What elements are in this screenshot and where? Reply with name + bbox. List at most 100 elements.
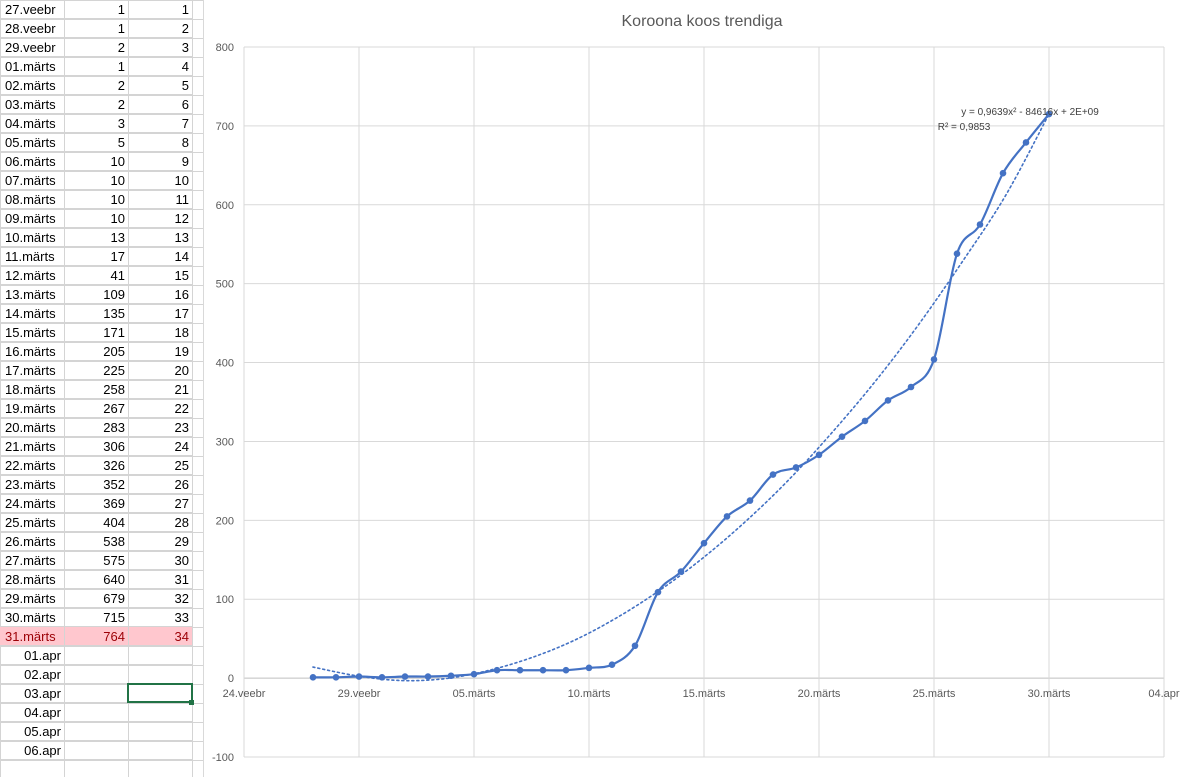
day-cell[interactable]: 19: [129, 342, 193, 361]
cases-cell[interactable]: 679: [65, 589, 129, 608]
table-row[interactable]: 02.märts 2 5: [0, 76, 193, 95]
date-cell[interactable]: 04.apr: [0, 703, 65, 722]
table-row[interactable]: 16.märts 205 19: [0, 342, 193, 361]
day-cell[interactable]: 30: [129, 551, 193, 570]
table-row[interactable]: 18.märts 258 21: [0, 380, 193, 399]
date-cell[interactable]: 02.märts: [0, 76, 65, 95]
day-cell[interactable]: 34: [129, 627, 193, 646]
day-cell[interactable]: 20: [129, 361, 193, 380]
day-cell[interactable]: 11: [129, 190, 193, 209]
date-cell[interactable]: 11.märts: [0, 247, 65, 266]
cases-cell[interactable]: 1: [65, 19, 129, 38]
table-row[interactable]: 09.märts 10 12: [0, 209, 193, 228]
cases-cell[interactable]: 10: [65, 209, 129, 228]
date-cell[interactable]: 01.märts: [0, 57, 65, 76]
day-cell[interactable]: 17: [129, 304, 193, 323]
table-row[interactable]: 10.märts 13 13: [0, 228, 193, 247]
date-cell[interactable]: 25.märts: [0, 513, 65, 532]
date-cell[interactable]: 14.märts: [0, 304, 65, 323]
day-cell[interactable]: [129, 703, 193, 722]
cases-cell[interactable]: 2: [65, 76, 129, 95]
date-cell[interactable]: 15.märts: [0, 323, 65, 342]
cases-cell[interactable]: 41: [65, 266, 129, 285]
date-cell[interactable]: 28.veebr: [0, 19, 65, 38]
table-row[interactable]: 30.märts 715 33: [0, 608, 193, 627]
date-cell[interactable]: 27.veebr: [0, 0, 65, 19]
cases-cell[interactable]: 369: [65, 494, 129, 513]
day-cell[interactable]: 24: [129, 437, 193, 456]
date-cell[interactable]: 22.märts: [0, 456, 65, 475]
table-row[interactable]: 23.märts 352 26: [0, 475, 193, 494]
date-cell[interactable]: 28.märts: [0, 570, 65, 589]
date-cell[interactable]: 23.märts: [0, 475, 65, 494]
cases-cell[interactable]: 10: [65, 171, 129, 190]
table-row[interactable]: 28.veebr 1 2: [0, 19, 193, 38]
day-cell[interactable]: 6: [129, 95, 193, 114]
cases-cell[interactable]: 267: [65, 399, 129, 418]
cases-cell[interactable]: [65, 703, 129, 722]
date-cell[interactable]: 26.märts: [0, 532, 65, 551]
cases-cell[interactable]: 352: [65, 475, 129, 494]
table-row[interactable]: 01.märts 1 4: [0, 57, 193, 76]
table-row[interactable]: 19.märts 267 22: [0, 399, 193, 418]
day-cell[interactable]: 13: [129, 228, 193, 247]
table-row[interactable]: 02.apr: [0, 665, 193, 684]
cases-cell[interactable]: 13: [65, 228, 129, 247]
day-cell[interactable]: 16: [129, 285, 193, 304]
fill-handle[interactable]: [189, 700, 194, 705]
table-row[interactable]: 29.veebr 2 3: [0, 38, 193, 57]
cases-cell[interactable]: 715: [65, 608, 129, 627]
cases-cell[interactable]: 135: [65, 304, 129, 323]
day-cell[interactable]: 31: [129, 570, 193, 589]
date-cell[interactable]: 10.märts: [0, 228, 65, 247]
table-row[interactable]: 13.märts 109 16: [0, 285, 193, 304]
cases-cell[interactable]: 404: [65, 513, 129, 532]
table-row[interactable]: 25.märts 404 28: [0, 513, 193, 532]
date-cell[interactable]: 05.märts: [0, 133, 65, 152]
date-cell[interactable]: 13.märts: [0, 285, 65, 304]
day-cell[interactable]: 10: [129, 171, 193, 190]
cases-cell[interactable]: 10: [65, 152, 129, 171]
day-cell[interactable]: 18: [129, 323, 193, 342]
cases-cell[interactable]: 258: [65, 380, 129, 399]
date-cell[interactable]: 18.märts: [0, 380, 65, 399]
cases-cell[interactable]: 1: [65, 0, 129, 19]
day-cell[interactable]: [129, 665, 193, 684]
cases-cell[interactable]: 575: [65, 551, 129, 570]
table-row[interactable]: 15.märts 171 18: [0, 323, 193, 342]
date-cell[interactable]: 12.märts: [0, 266, 65, 285]
day-cell[interactable]: 29: [129, 532, 193, 551]
date-cell[interactable]: 29.veebr: [0, 38, 65, 57]
table-row[interactable]: 01.apr: [0, 646, 193, 665]
cases-cell[interactable]: 3: [65, 114, 129, 133]
day-cell[interactable]: 2: [129, 19, 193, 38]
table-row[interactable]: 04.apr: [0, 703, 193, 722]
table-row[interactable]: 07.märts 10 10: [0, 171, 193, 190]
cases-cell[interactable]: [65, 684, 129, 703]
cases-cell[interactable]: 1: [65, 57, 129, 76]
table-row[interactable]: 31.märts 764 34: [0, 627, 193, 646]
date-cell[interactable]: 09.märts: [0, 209, 65, 228]
cases-cell[interactable]: 306: [65, 437, 129, 456]
date-cell[interactable]: 01.apr: [0, 646, 65, 665]
table-row[interactable]: 26.märts 538 29: [0, 532, 193, 551]
cases-cell[interactable]: 283: [65, 418, 129, 437]
date-cell[interactable]: 08.märts: [0, 190, 65, 209]
day-cell[interactable]: 22: [129, 399, 193, 418]
day-cell[interactable]: 4: [129, 57, 193, 76]
table-row[interactable]: 14.märts 135 17: [0, 304, 193, 323]
table-row[interactable]: 28.märts 640 31: [0, 570, 193, 589]
date-cell[interactable]: 07.märts: [0, 171, 65, 190]
date-cell[interactable]: 02.apr: [0, 665, 65, 684]
cases-cell[interactable]: [65, 665, 129, 684]
table-row[interactable]: 12.märts 41 15: [0, 266, 193, 285]
day-cell[interactable]: 28: [129, 513, 193, 532]
cases-cell[interactable]: 326: [65, 456, 129, 475]
table-row[interactable]: 11.märts 17 14: [0, 247, 193, 266]
day-cell[interactable]: [129, 741, 193, 760]
cases-cell[interactable]: 225: [65, 361, 129, 380]
table-row[interactable]: 03.märts 2 6: [0, 95, 193, 114]
cases-cell[interactable]: 205: [65, 342, 129, 361]
day-cell[interactable]: 23: [129, 418, 193, 437]
cases-cell[interactable]: 109: [65, 285, 129, 304]
